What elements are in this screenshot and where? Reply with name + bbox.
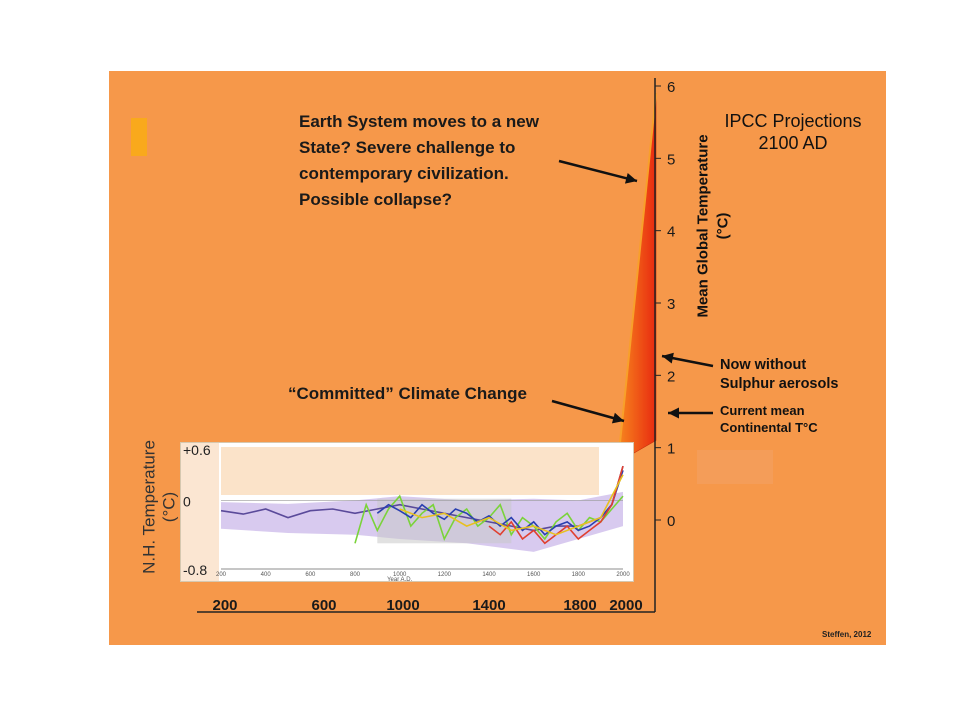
callout-new-state-line: Earth System moves to a new [299, 112, 539, 131]
callout-new-state-line: Possible collapse? [299, 190, 453, 209]
y-axis-title-line: (°C) [714, 212, 731, 240]
callout-current-mean-line: Current mean [720, 403, 805, 418]
callout-current-mean-line: Continental T°C [720, 420, 818, 435]
y-tick-label: 2 [667, 368, 675, 385]
inset-x-tick-label: 600 [305, 572, 316, 578]
y-tick-label: 6 [667, 79, 675, 96]
inset-x-tick-label: 2000 [616, 572, 630, 578]
nh-axis-title-line2: (°C) [160, 491, 179, 523]
inset-x-tick-label: 1000 [393, 572, 407, 578]
inset-x-tick-label: 200 [216, 572, 227, 578]
callout-new-state-line: State? Severe challenge to [299, 138, 516, 157]
x-tick-label: 2000 [609, 597, 642, 614]
credit-text: Steffen, 2012 [822, 630, 872, 639]
inset-x-tick-label: 1600 [527, 572, 541, 578]
x-tick-label: 1000 [386, 597, 419, 614]
projection-upper-edge [617, 93, 657, 463]
inset-x-tick-label: 800 [350, 572, 361, 578]
x-tick-label: 1400 [472, 597, 505, 614]
callout-no-aerosols-line: Now without [720, 357, 807, 373]
y-tick-label: 0 [667, 513, 675, 530]
arrow-new-state-head [624, 172, 637, 184]
y-axis-title-line: Mean Global Temperature [694, 134, 712, 318]
nh-axis-title: N.H. Temperature (°C) [140, 440, 181, 574]
ipcc-label-line: 2100 AD [758, 133, 828, 153]
inset-y-tick-label: +0.6 [183, 443, 211, 458]
y-axis-title: Mean Global Temperature (°C) [694, 134, 733, 317]
x-tick-label: 600 [311, 597, 336, 614]
inset-series-line [399, 474, 624, 536]
x-tick-label: 1800 [563, 597, 596, 614]
ipcc-label: IPCC Projections 2100 AD [718, 110, 868, 154]
callout-new-state: Earth System moves to a new State? Sever… [299, 109, 539, 213]
ipcc-label-line: IPCC Projections [724, 111, 862, 131]
inset-gray-band [377, 498, 512, 544]
inset-top-band [221, 447, 599, 495]
marker-swatch [131, 118, 147, 156]
arrow-committed [551, 399, 625, 423]
arrow-current-mean-head [668, 407, 679, 419]
inset-series-line [376, 470, 624, 536]
inset-x-tick-label: 1400 [482, 572, 496, 578]
inset-y-tick-label: 0 [183, 493, 191, 509]
callout-new-state-line: contemporary civilization. [299, 164, 509, 183]
callout-no-aerosols: Now without Sulphur aerosols [720, 356, 838, 394]
inset-y-tick-label: -0.8 [183, 562, 207, 578]
faint-box [697, 450, 773, 484]
arrow-committed-head [611, 412, 624, 424]
inset-x-tick-label: 400 [261, 572, 272, 578]
y-tick-label: 4 [667, 224, 675, 241]
inset-x-tick-label: 1200 [438, 572, 452, 578]
arrow-new-state [558, 159, 638, 183]
nh-axis-title-line1: N.H. Temperature [139, 440, 159, 574]
inset-label-band [181, 443, 219, 581]
inset-x-tick-label: 1800 [572, 572, 586, 578]
callout-no-aerosols-line: Sulphur aerosols [720, 376, 839, 392]
y-tick-label: 1 [667, 441, 675, 458]
y-tick-label: 5 [667, 151, 675, 168]
callout-current-mean: Current mean Continental T°C [720, 402, 818, 436]
x-tick-label: 200 [212, 597, 237, 614]
inset-x-axis-title: Year A.D. [387, 577, 412, 581]
callout-committed: “Committed” Climate Change [288, 384, 527, 403]
inset-chart: +0.6 0 -0.8 200 400 600 800 1000 1200 1400 1600 180… [180, 442, 634, 583]
inset-plot: +0.6 0 -0.8 200 400 600 800 1000 1200 1400 1600 180… [181, 442, 630, 583]
y-tick-label: 3 [667, 296, 675, 313]
arrow-no-aerosols-head [662, 352, 674, 364]
